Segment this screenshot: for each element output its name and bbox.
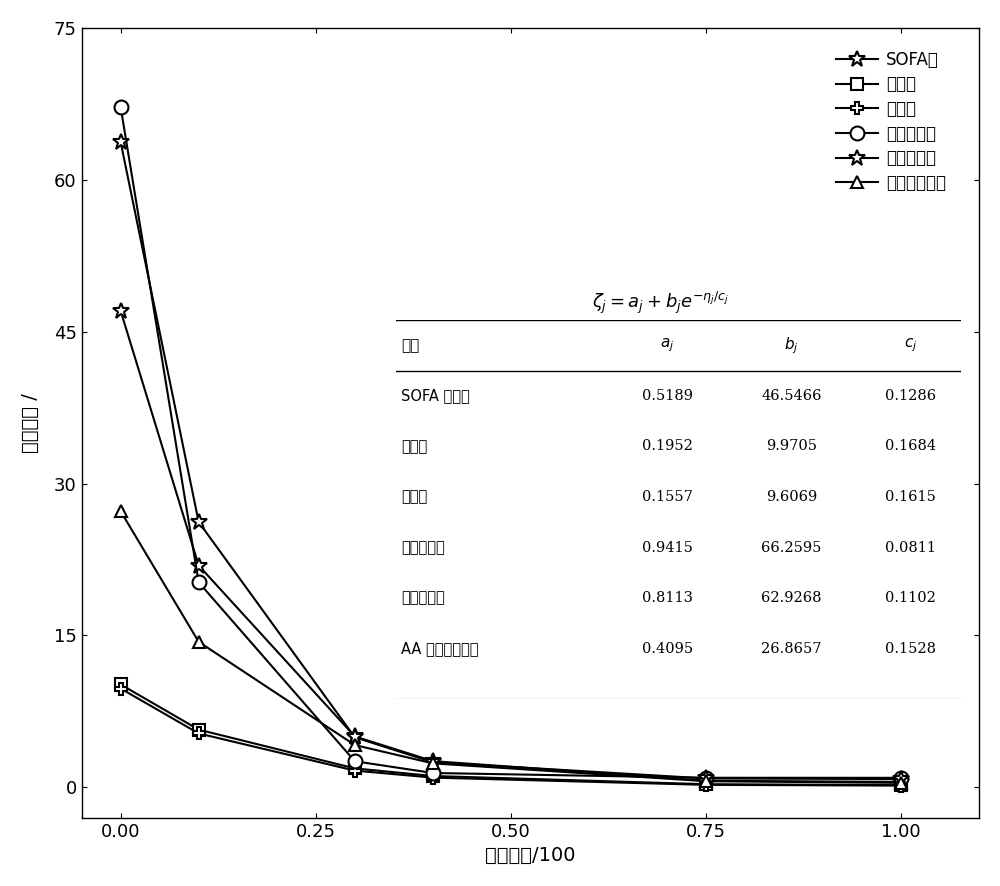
Text: $\zeta_j = a_j + b_j e^{-\eta_j/c_j}$: $\zeta_j = a_j + b_j e^{-\eta_j/c_j}$ (592, 290, 729, 316)
Y-axis label: 阻力系数 /: 阻力系数 / (21, 392, 40, 453)
Legend: SOFA风, 周界风, 贴壁风, 油枪二次风, 辅助二次风, 最底层二次风: SOFA风, 周界风, 贴壁风, 油枪二次风, 辅助二次风, 最底层二次风 (830, 44, 953, 198)
X-axis label: 风门开度/100: 风门开度/100 (485, 846, 576, 865)
